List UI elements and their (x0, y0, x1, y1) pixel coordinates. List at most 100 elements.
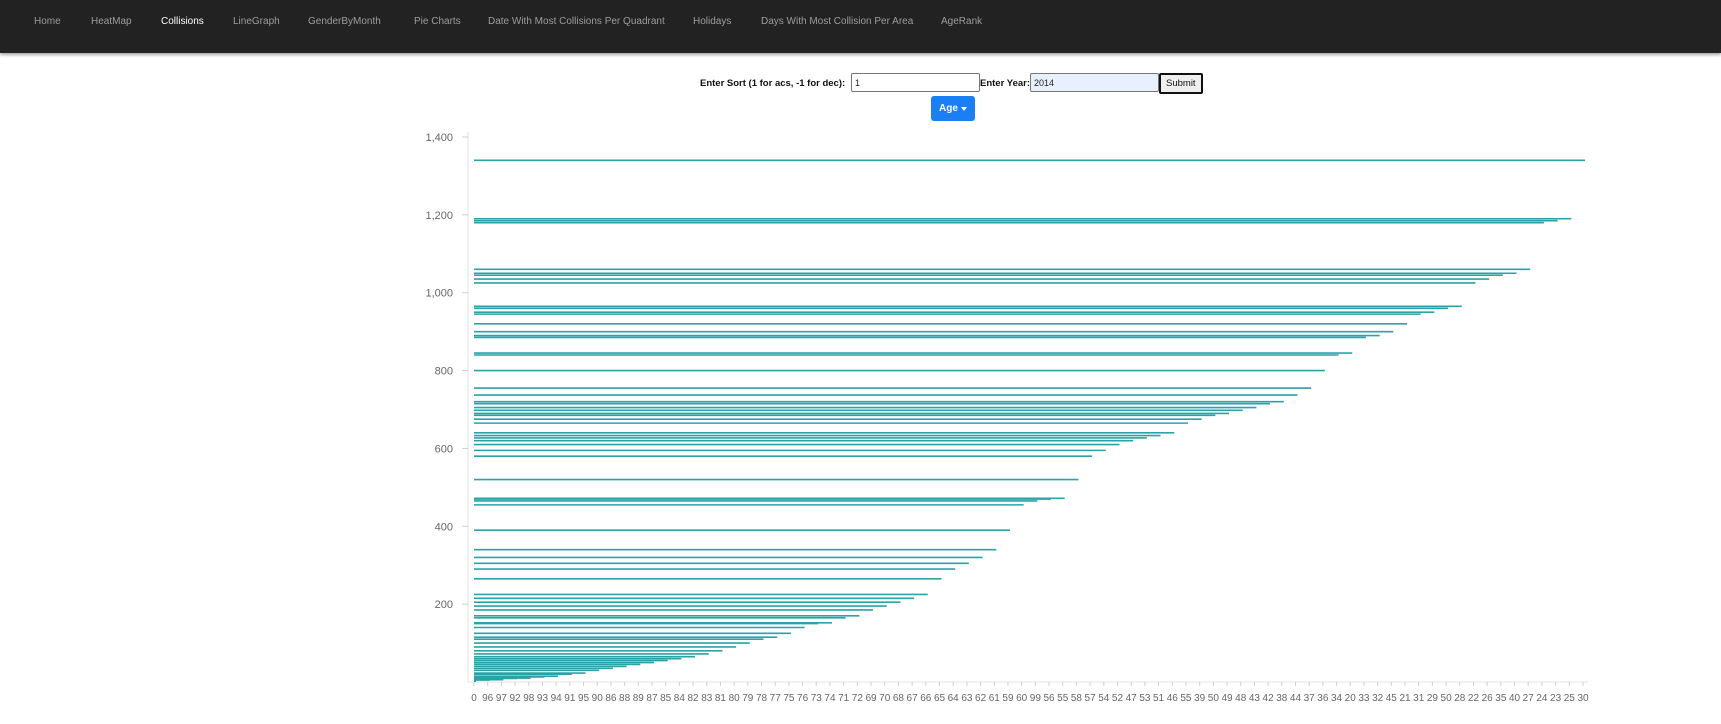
x-tick-label: 38 (1276, 693, 1288, 704)
x-tick-label: 99 (1030, 693, 1042, 704)
x-tick-label: 73 (811, 693, 823, 704)
x-tick-label: 83 (701, 693, 713, 704)
x-tick-label: 95 (578, 693, 590, 704)
x-tick-label: 82 (687, 693, 699, 704)
nav-date-most-collisions-quadrant[interactable]: Date With Most Collisions Per Quadrant (488, 16, 665, 27)
x-tick-label: 92 (510, 693, 522, 704)
x-tick-label: 74 (824, 693, 836, 704)
x-tick-label: 57 (1085, 693, 1097, 704)
sort-input[interactable] (851, 73, 980, 92)
x-tick-label: 37 (1304, 693, 1316, 704)
x-tick-label: 78 (756, 693, 768, 704)
x-tick-label: 86 (605, 693, 617, 704)
x-tick-label: 51 (1153, 693, 1165, 704)
x-tick-label: 56 (1043, 693, 1055, 704)
nav-days-most-collision-area[interactable]: Days With Most Collision Per Area (761, 16, 914, 27)
x-tick-label: 23 (1550, 693, 1562, 704)
x-tick-label: 58 (1071, 693, 1083, 704)
x-tick-label: 50 (1208, 693, 1220, 704)
x-tick-label: 60 (1016, 693, 1028, 704)
nav-gender-by-month[interactable]: GenderByMonth (308, 16, 381, 27)
x-tick-label: 93 (537, 693, 549, 704)
x-tick-label: 26 (1482, 693, 1494, 704)
x-tick-label: 79 (742, 693, 754, 704)
age-dropdown-label: Age (939, 103, 958, 114)
sort-year-form: Enter Sort (1 for acs, -1 for dec): Ente… (0, 73, 1721, 95)
year-label: Enter Year: (980, 78, 1030, 89)
x-tick-label: 55 (1180, 693, 1192, 704)
x-tick-label: 80 (729, 693, 741, 704)
x-tick-label: 48 (1235, 693, 1247, 704)
x-tick-label: 85 (660, 693, 672, 704)
x-tick-label: 69 (865, 693, 877, 704)
x-tick-label: 55 (1057, 693, 1069, 704)
x-tick-label: 32 (1372, 693, 1384, 704)
x-tick-label: 88 (619, 693, 631, 704)
nav-home[interactable]: Home (34, 16, 61, 27)
x-tick-label: 84 (674, 693, 686, 704)
x-tick-label: 44 (1290, 693, 1302, 704)
nav-heatmap[interactable]: HeatMap (91, 16, 132, 27)
x-tick-label: 30 (1577, 693, 1589, 704)
x-tick-label: 65 (934, 693, 946, 704)
x-tick-label: 81 (715, 693, 727, 704)
x-tick-label: 61 (989, 693, 1001, 704)
nav-collisions[interactable]: Collisions (161, 16, 204, 27)
x-tick-label: 68 (893, 693, 905, 704)
x-tick-label: 21 (1399, 693, 1411, 704)
x-tick-label: 34 (1331, 693, 1343, 704)
x-tick-label: 75 (783, 693, 795, 704)
x-tick-label: 53 (1139, 693, 1151, 704)
x-tick-label: 71 (838, 693, 850, 704)
x-tick-label: 27 (1523, 693, 1535, 704)
y-tick-label: 400 (435, 521, 453, 533)
x-tick-label: 97 (496, 693, 508, 704)
x-tick-label: 50 (1441, 693, 1453, 704)
x-tick-label: 33 (1358, 693, 1370, 704)
x-tick-label: 42 (1263, 693, 1275, 704)
x-tick-label: 62 (975, 693, 987, 704)
x-tick-label: 39 (1194, 693, 1206, 704)
x-tick-label: 45 (1386, 693, 1398, 704)
x-tick-label: 89 (633, 693, 645, 704)
x-tick-label: 29 (1427, 693, 1439, 704)
x-tick-label: 36 (1317, 693, 1329, 704)
x-tick-label: 52 (1112, 693, 1124, 704)
sort-label: Enter Sort (1 for acs, -1 for dec): (700, 78, 846, 89)
x-tick-label: 59 (1002, 693, 1014, 704)
x-tick-label: 40 (1509, 693, 1521, 704)
x-tick-label: 66 (920, 693, 932, 704)
x-tick-label: 28 (1454, 693, 1466, 704)
x-tick-label: 67 (907, 693, 919, 704)
y-tick-label: 1,200 (425, 210, 453, 222)
nav-holidays[interactable]: Holidays (693, 16, 732, 27)
year-input[interactable] (1030, 73, 1159, 92)
x-tick-label: 96 (482, 693, 494, 704)
age-dropdown-button[interactable]: Age (931, 96, 975, 121)
x-tick-label: 46 (1167, 693, 1179, 704)
x-tick-label: 22 (1468, 693, 1480, 704)
x-tick-label: 63 (961, 693, 973, 704)
y-tick-label: 1,400 (425, 132, 453, 144)
x-tick-label: 54 (1098, 693, 1110, 704)
x-tick-label: 35 (1495, 693, 1507, 704)
x-tick-label: 87 (646, 693, 658, 704)
caret-down-icon (960, 106, 967, 111)
x-tick-label: 98 (523, 693, 535, 704)
x-tick-label: 94 (551, 693, 563, 704)
x-tick-label: 49 (1221, 693, 1233, 704)
x-tick-label: 72 (852, 693, 864, 704)
x-tick-label: 24 (1536, 693, 1548, 704)
submit-button[interactable]: Submit (1159, 73, 1203, 94)
x-tick-label: 91 (564, 693, 576, 704)
x-tick-label: 43 (1249, 693, 1261, 704)
nav-pie-charts[interactable]: Pie Charts (414, 16, 461, 27)
x-tick-label: 90 (592, 693, 604, 704)
x-tick-label: 77 (770, 693, 782, 704)
nav-age-rank[interactable]: AgeRank (941, 16, 983, 27)
nav-linegraph[interactable]: LineGraph (233, 16, 280, 27)
y-tick-label: 600 (435, 443, 453, 455)
y-tick-label: 1,000 (425, 288, 453, 300)
x-tick-label: 64 (948, 693, 960, 704)
x-tick-label: 0 (471, 693, 477, 704)
